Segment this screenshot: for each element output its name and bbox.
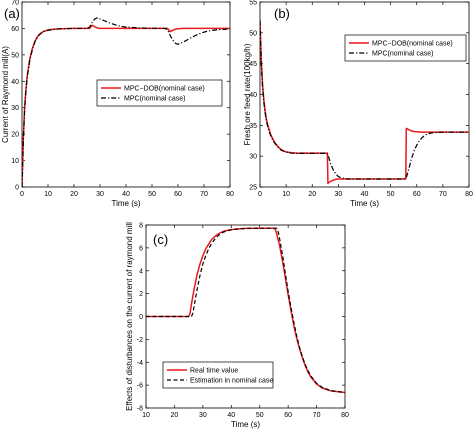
x-axis-label: Time (s) bbox=[111, 199, 140, 208]
x-tick-label: 30 bbox=[199, 412, 207, 419]
x-tick-label: 40 bbox=[361, 191, 369, 198]
chart-panel-c: 10 20 30 40 50 60 70 80 -8 -6 -4 -2 0 2 4 6 8 Time (s) Eff… bbox=[125, 222, 349, 429]
x-tick-label: 40 bbox=[122, 191, 130, 198]
y-tick-label: 60 bbox=[11, 26, 19, 33]
x-tick-label: 10 bbox=[142, 412, 150, 419]
plot-area bbox=[259, 1, 470, 188]
x-tick-label: 50 bbox=[256, 412, 264, 419]
x-tick-label: 10 bbox=[44, 191, 52, 198]
legend-box bbox=[344, 34, 467, 62]
y-tick-label: 4 bbox=[139, 268, 143, 275]
x-tick-label: 60 bbox=[413, 191, 421, 198]
series-line-secondary bbox=[260, 20, 469, 180]
y-tick-label: -8 bbox=[137, 406, 143, 413]
x-tick-label: 0 bbox=[20, 191, 24, 198]
x-tick-label: 40 bbox=[227, 412, 235, 419]
legend-label: MPC−DOB(nominal case) bbox=[124, 86, 205, 93]
x-tick-label: 20 bbox=[70, 191, 78, 198]
y-tick-label: 40 bbox=[249, 92, 257, 99]
panel-label: (a) bbox=[4, 6, 20, 21]
y-axis-label: Effects of disturbances on the current o… bbox=[125, 222, 134, 411]
x-tick-label: 70 bbox=[313, 412, 321, 419]
x-tick-label: 0 bbox=[258, 191, 262, 198]
series-line-primary bbox=[260, 20, 469, 185]
panel-label: (c) bbox=[153, 232, 168, 247]
y-tick-label: 0 bbox=[139, 314, 143, 321]
x-tick-label: 70 bbox=[439, 191, 447, 198]
y-tick-label: 2 bbox=[139, 291, 143, 298]
y-tick-label: 45 bbox=[249, 61, 257, 68]
legend: MPC−DOB(nominal case) MPC(nominal case) bbox=[96, 79, 223, 107]
y-tick-label: 30 bbox=[11, 105, 19, 112]
y-tick-label: -2 bbox=[137, 337, 143, 344]
series-line-secondary bbox=[146, 227, 345, 394]
panel-label: (b) bbox=[274, 6, 290, 21]
legend-label: Estimation in nominal case bbox=[190, 378, 273, 385]
legend-box bbox=[96, 79, 223, 107]
y-tick-label: 6 bbox=[139, 245, 143, 252]
x-tick-label: 80 bbox=[341, 412, 349, 419]
y-axis-label: Current of Raymond mill(A) bbox=[1, 46, 10, 143]
x-axis-label: Time (s) bbox=[350, 199, 379, 208]
y-tick-label: 35 bbox=[249, 123, 257, 130]
legend-box bbox=[162, 361, 274, 389]
y-tick-label: 0 bbox=[15, 185, 19, 192]
legend-label: MPC−DOB(nominal case) bbox=[372, 41, 453, 48]
y-tick-label: 50 bbox=[249, 30, 257, 37]
x-tick-label: 80 bbox=[226, 191, 234, 198]
x-tick-label: 80 bbox=[465, 191, 473, 198]
y-tick-label: 50 bbox=[11, 52, 19, 59]
y-tick-label: 30 bbox=[249, 154, 257, 161]
legend-label: MPC(nominal case) bbox=[372, 51, 433, 58]
chart-panel-a: 0 10 20 30 40 50 60 70 80 0 10 20 30 40 50 60 70 Time (s)… bbox=[1, 0, 234, 208]
x-tick-label: 20 bbox=[308, 191, 316, 198]
x-tick-label: 30 bbox=[96, 191, 104, 198]
x-tick-label: 60 bbox=[174, 191, 182, 198]
y-tick-label: 10 bbox=[11, 158, 19, 165]
y-tick-label: 40 bbox=[11, 79, 19, 86]
chart-panel-b: 0 10 20 30 40 50 60 70 80 25 30 35 40 45 50 55 Time (s) F… bbox=[243, 0, 473, 208]
x-tick-label: 50 bbox=[148, 191, 156, 198]
y-tick-label: 25 bbox=[249, 185, 257, 192]
legend: MPC−DOB(nominal case) MPC(nominal case) bbox=[344, 34, 467, 62]
legend: Real time value Estimation in nominal cas… bbox=[162, 361, 274, 389]
y-tick-label: 20 bbox=[11, 132, 19, 139]
x-axis-label: Time (s) bbox=[231, 420, 260, 429]
series-line-secondary bbox=[22, 17, 230, 187]
x-tick-label: 50 bbox=[387, 191, 395, 198]
x-tick-label: 20 bbox=[171, 412, 179, 419]
x-tick-label: 60 bbox=[284, 412, 292, 419]
legend-label: Real time value bbox=[190, 368, 238, 375]
legend-label: MPC(nominal case) bbox=[124, 96, 185, 103]
x-tick-label: 10 bbox=[282, 191, 290, 198]
y-tick-label: 8 bbox=[139, 223, 143, 230]
y-tick-label: 55 bbox=[249, 0, 257, 7]
y-tick-label: -6 bbox=[137, 383, 143, 390]
x-tick-label: 70 bbox=[200, 191, 208, 198]
y-tick-label: -4 bbox=[137, 360, 143, 367]
y-tick-label: 70 bbox=[11, 0, 19, 7]
x-tick-label: 30 bbox=[334, 191, 342, 198]
y-axis-label: Fresh ore feed rate(100kg/h) bbox=[243, 43, 252, 145]
